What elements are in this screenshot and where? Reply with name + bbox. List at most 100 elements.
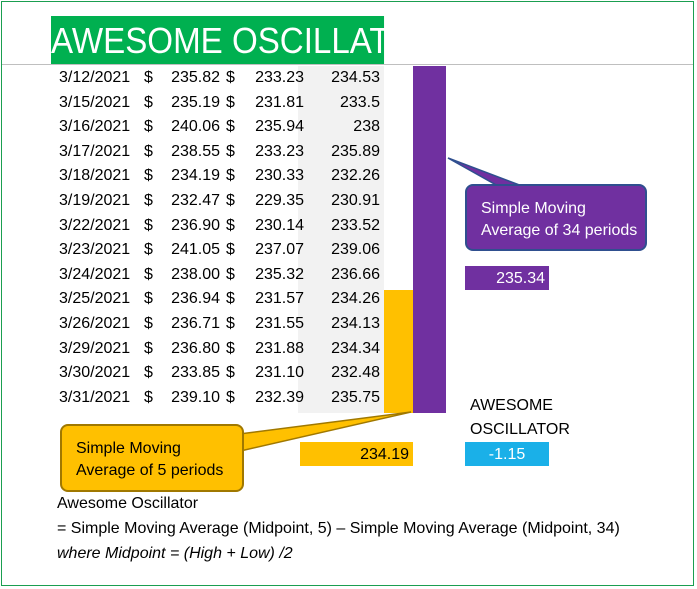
midpoint-cell[interactable]: 235.89 (331, 142, 380, 160)
sma34-value-cell[interactable]: 235.34 (465, 266, 549, 290)
currency-symbol[interactable]: $ (144, 118, 153, 136)
midpoint-cell[interactable]: 230.91 (331, 192, 380, 209)
midpoint-cell[interactable]: 233.5 (339, 93, 380, 111)
date-cell[interactable]: 3/31/2021 (59, 388, 131, 406)
high-cell[interactable]: 236.80 (171, 339, 220, 357)
date-cell[interactable]: 3/19/2021 (59, 192, 131, 209)
midpoint-cell[interactable]: 234.34 (331, 339, 380, 357)
sma5-value-cell[interactable]: 234.19 (300, 442, 413, 466)
ao-value-cell[interactable]: -1.15 (465, 442, 549, 466)
date-cell[interactable]: 3/16/2021 (59, 118, 131, 136)
date-cell[interactable]: 3/23/2021 (59, 241, 131, 259)
midpoint-cell[interactable]: 234.53 (331, 69, 380, 86)
low-cell[interactable]: 233.23 (255, 69, 304, 86)
high-cell[interactable]: 240.06 (171, 118, 220, 136)
sma34-range-bar (413, 66, 446, 413)
midpoint-cell[interactable]: 234.13 (331, 315, 380, 332)
high-cell[interactable]: 236.90 (171, 216, 220, 234)
currency-symbol[interactable]: $ (226, 388, 235, 406)
currency-symbol[interactable]: $ (144, 142, 153, 160)
ao-label-line2: OSCILLATOR (470, 421, 570, 438)
date-cell[interactable]: 3/18/2021 (59, 167, 131, 185)
currency-symbol[interactable]: $ (226, 315, 235, 332)
low-cell[interactable]: 231.88 (255, 339, 304, 357)
formula-title: Awesome Oscillator (57, 495, 199, 512)
midpoint-cell[interactable]: 233.52 (331, 216, 380, 234)
low-cell[interactable]: 229.35 (255, 192, 304, 209)
midpoint-cell[interactable]: 239.06 (331, 241, 380, 259)
currency-symbol[interactable]: $ (226, 192, 235, 209)
currency-symbol[interactable]: $ (144, 167, 153, 185)
currency-symbol[interactable]: $ (226, 142, 235, 160)
low-cell[interactable]: 231.10 (255, 364, 304, 382)
sma5-callout-line1: Simple Moving (76, 440, 181, 457)
low-cell[interactable]: 233.23 (255, 142, 304, 160)
low-cell[interactable]: 230.14 (255, 216, 304, 234)
midpoint-cell[interactable]: 232.48 (331, 364, 380, 382)
low-cell[interactable]: 237.07 (255, 241, 304, 259)
formula-midpoint-note: where Midpoint = (High + Low) /2 (57, 545, 293, 562)
high-cell[interactable]: 232.47 (171, 192, 220, 209)
currency-symbol[interactable]: $ (144, 364, 153, 382)
low-cell[interactable]: 235.94 (255, 118, 304, 136)
low-cell[interactable]: 231.57 (255, 290, 304, 308)
low-cell[interactable]: 231.81 (255, 93, 304, 111)
midpoint-cell[interactable]: 236.66 (331, 265, 380, 283)
high-cell[interactable]: 236.71 (171, 315, 220, 332)
header-divider (2, 64, 693, 65)
midpoint-cell[interactable]: 234.26 (331, 290, 380, 308)
currency-symbol[interactable]: $ (144, 339, 153, 357)
low-cell[interactable]: 235.32 (255, 265, 304, 283)
sma5-range-bar (384, 290, 413, 413)
currency-symbol[interactable]: $ (144, 241, 153, 259)
high-cell[interactable]: 235.82 (171, 69, 220, 86)
date-cell[interactable]: 3/12/2021 (59, 69, 131, 86)
formula-expression: = Simple Moving Average (Midpoint, 5) – … (57, 520, 620, 537)
currency-symbol[interactable]: $ (226, 69, 235, 86)
date-cell[interactable]: 3/25/2021 (59, 290, 131, 308)
high-cell[interactable]: 233.85 (171, 364, 220, 382)
high-cell[interactable]: 241.05 (171, 241, 220, 259)
page-title: AWESOME OSCILLATOR (51, 16, 439, 64)
sma5-callout: Simple Moving Average of 5 periods (60, 424, 244, 492)
date-cell[interactable]: 3/22/2021 (59, 216, 131, 234)
midpoint-cell[interactable]: 238 (353, 118, 380, 136)
currency-symbol[interactable]: $ (226, 265, 235, 283)
currency-symbol[interactable]: $ (226, 167, 235, 185)
currency-symbol[interactable]: $ (226, 216, 235, 234)
date-cell[interactable]: 3/17/2021 (59, 142, 131, 160)
date-cell[interactable]: 3/26/2021 (59, 315, 131, 332)
low-cell[interactable]: 232.39 (255, 388, 304, 406)
currency-symbol[interactable]: $ (226, 364, 235, 382)
currency-symbol[interactable]: $ (144, 388, 153, 406)
currency-symbol[interactable]: $ (144, 290, 153, 308)
currency-symbol[interactable]: $ (144, 69, 153, 86)
high-cell[interactable]: 235.19 (171, 93, 220, 111)
date-cell[interactable]: 3/15/2021 (59, 93, 131, 111)
currency-symbol[interactable]: $ (144, 93, 153, 111)
date-cell[interactable]: 3/24/2021 (59, 265, 131, 283)
currency-symbol[interactable]: $ (226, 339, 235, 357)
currency-symbol[interactable]: $ (144, 315, 153, 332)
midpoint-cell[interactable]: 235.75 (331, 388, 380, 406)
high-cell[interactable]: 239.10 (171, 388, 220, 406)
currency-symbol[interactable]: $ (226, 290, 235, 308)
currency-symbol[interactable]: $ (144, 265, 153, 283)
high-cell[interactable]: 236.94 (171, 290, 220, 308)
low-cell[interactable]: 231.55 (255, 315, 304, 332)
sma5-callout-line2: Average of 5 periods (76, 462, 224, 479)
low-cell[interactable]: 230.33 (255, 167, 304, 185)
ao-label: AWESOME OSCILLATOR (470, 394, 570, 442)
currency-symbol[interactable]: $ (226, 241, 235, 259)
currency-symbol[interactable]: $ (226, 118, 235, 136)
date-cell[interactable]: 3/30/2021 (59, 364, 131, 382)
high-cell[interactable]: 234.19 (171, 167, 220, 185)
currency-symbol[interactable]: $ (226, 93, 235, 111)
midpoint-cell[interactable]: 232.26 (331, 167, 380, 185)
high-cell[interactable]: 238.55 (171, 142, 220, 160)
currency-symbol[interactable]: $ (144, 192, 153, 209)
date-cell[interactable]: 3/29/2021 (59, 339, 131, 357)
high-cell[interactable]: 238.00 (171, 265, 220, 283)
currency-symbol[interactable]: $ (144, 216, 153, 234)
